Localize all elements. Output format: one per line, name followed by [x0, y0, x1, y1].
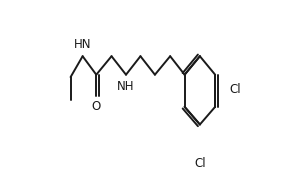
Text: O: O: [92, 100, 101, 113]
Text: NH: NH: [117, 80, 135, 93]
Text: Cl: Cl: [194, 157, 206, 170]
Text: HN: HN: [74, 38, 92, 51]
Text: Cl: Cl: [230, 83, 241, 96]
